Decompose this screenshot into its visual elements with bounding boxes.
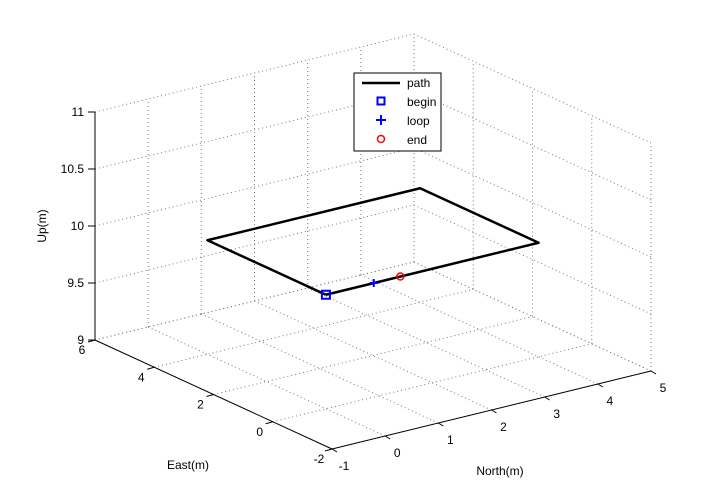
grid-line-back-z <box>94 147 415 227</box>
grid-line-back-z <box>94 204 415 284</box>
legend-end-label: end <box>407 133 427 147</box>
legend-box <box>353 72 442 152</box>
y-tick-label: 4 <box>138 370 145 384</box>
x-tick-label: 2 <box>500 420 507 434</box>
grid-line-floor-x <box>147 326 386 437</box>
z-tick-label: 10.5 <box>61 162 85 176</box>
grid-line-back-z <box>94 90 415 170</box>
grid-line-floor-x <box>201 313 439 424</box>
x-tick-mark <box>491 409 497 414</box>
grid-line-floor-x <box>360 274 599 385</box>
y-tick-label: 2 <box>197 398 204 412</box>
legend-path-label: path <box>407 76 430 90</box>
x-tick-mark <box>384 435 391 440</box>
plot-area <box>206 187 540 300</box>
axes-box <box>87 111 657 453</box>
y-tick-label: -2 <box>314 452 325 466</box>
end-marker <box>396 272 405 281</box>
legend-begin-label: begin <box>407 95 436 109</box>
legend-end-marker <box>376 134 386 144</box>
x-tick-mark <box>597 383 604 388</box>
legend-begin-marker <box>376 96 386 106</box>
x-tick-label: 3 <box>553 407 560 421</box>
legend-loop-marker <box>376 115 386 125</box>
x-tick-label: 4 <box>606 394 613 408</box>
x-tick-mark <box>438 422 444 427</box>
y-tick-mark <box>206 394 214 397</box>
z-axis-label: Up(m) <box>35 209 49 242</box>
z-tick-label: 10 <box>71 219 85 233</box>
z-tick-label: 11 <box>72 105 85 119</box>
x-axis-label: North(m) <box>476 464 523 478</box>
grid-line-side-z <box>413 33 652 144</box>
x-tick-mark <box>544 396 550 401</box>
x-tick-mark <box>650 370 657 375</box>
y-tick-mark <box>147 366 155 370</box>
x-tick-mark <box>331 448 338 453</box>
grid-line-back-z <box>94 33 415 113</box>
grid-line-floor-y <box>154 288 474 368</box>
x-tick-label: 0 <box>394 446 401 460</box>
tick-labels: -1 0 1 2 3 4 5 -2 0 2 4 69 9.5 10 10.5 11 <box>61 105 667 473</box>
z-tick-label: 9 <box>77 333 84 347</box>
grid-line-floor-y <box>272 343 592 423</box>
grid-line-floor-x <box>307 287 545 398</box>
path-series-line <box>206 187 540 296</box>
loop-marker <box>369 279 378 288</box>
y-tick-label: 0 <box>256 425 263 439</box>
y-tick-mark <box>324 448 333 452</box>
begin-marker <box>320 289 331 300</box>
z-tick-label: 9.5 <box>67 276 84 290</box>
x-tick-label: 5 <box>660 381 667 395</box>
y-axis-label: East(m) <box>167 458 209 472</box>
grid-line-back-z <box>94 261 415 341</box>
legend-loop-label: loop <box>407 114 430 128</box>
grid-line-floor-y <box>213 316 533 395</box>
y-tick-label: 6 <box>79 343 86 357</box>
legend: path begin loop end <box>353 72 442 152</box>
y-tick-mark <box>265 421 273 425</box>
x-tick-label: 1 <box>447 433 454 447</box>
x-tick-label: -1 <box>339 459 350 473</box>
